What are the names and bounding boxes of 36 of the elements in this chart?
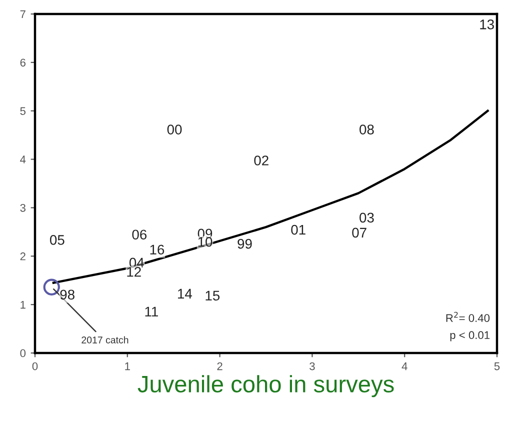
y-tick-label: 1 bbox=[20, 300, 26, 309]
annotation: 08 bbox=[360, 124, 374, 134]
y-tick-label: 7 bbox=[20, 10, 26, 18]
annotation: 01 bbox=[291, 224, 306, 235]
annotation: R$^{2}$= 0.40 bbox=[446, 312, 490, 322]
x-tick-label: 0 bbox=[32, 362, 38, 370]
annotation: 99 bbox=[238, 238, 252, 249]
x-tick-label: 2 bbox=[217, 362, 222, 370]
annotation: p < 0.01 bbox=[450, 331, 490, 342]
x-tick-label: 1 bbox=[125, 362, 130, 370]
annotation: 03 bbox=[360, 212, 374, 223]
annotation: 00 bbox=[167, 124, 182, 134]
y-tick-label: 5 bbox=[20, 107, 26, 115]
annotation: 07 bbox=[352, 228, 366, 238]
annotation: 2017 catch bbox=[82, 336, 128, 344]
y-tick-label: 3 bbox=[20, 204, 26, 212]
annotation: 14 bbox=[178, 288, 192, 298]
annotation: 02 bbox=[254, 156, 268, 166]
annotation: 98 bbox=[60, 290, 74, 300]
annotation: 10 bbox=[198, 236, 212, 247]
y-tick-label: 2 bbox=[20, 252, 26, 260]
x-axis-title: Juvenile coho in surveys bbox=[138, 375, 394, 398]
annotation: 16 bbox=[150, 244, 164, 255]
y-tick-label: 4 bbox=[20, 156, 26, 164]
annotation: 06 bbox=[132, 230, 147, 240]
x-tick-label: 3 bbox=[310, 362, 315, 370]
annotation: 11 bbox=[145, 306, 158, 316]
x-tick-label: 4 bbox=[402, 362, 408, 370]
annotation: 05 bbox=[50, 235, 64, 245]
annotation: 13 bbox=[480, 20, 494, 30]
annotation: 12 bbox=[127, 266, 141, 277]
x-tick-label: 5 bbox=[494, 362, 500, 370]
annotation: 15 bbox=[206, 290, 220, 301]
y-tick-label: 0 bbox=[20, 349, 26, 358]
y-tick-label: 6 bbox=[20, 58, 26, 67]
annotation: 04 bbox=[129, 258, 144, 268]
